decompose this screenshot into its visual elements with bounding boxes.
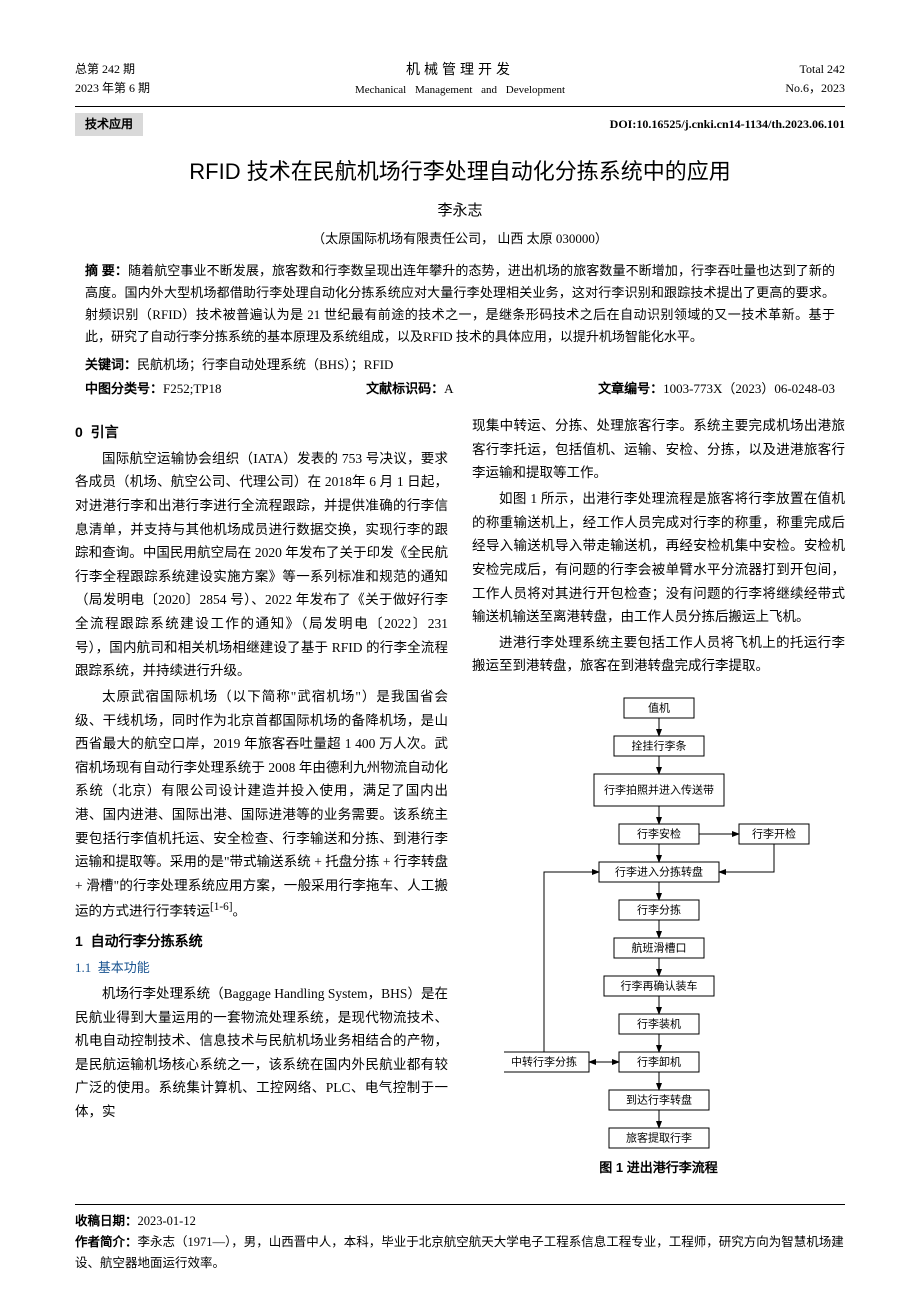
para-6: 进港行李处理系统主要包括工作人员将飞机上的托运行李搬运至到港转盘，旅客在到港转盘… (472, 631, 845, 678)
svg-text:行李进入分拣转盘: 行李进入分拣转盘 (615, 865, 703, 879)
svg-text:行李再确认装车: 行李再确认装车 (620, 979, 697, 993)
article-no-value: 1003-773X（2023）06-0248-03 (663, 381, 835, 396)
svg-text:行李拍照并进入传送带: 行李拍照并进入传送带 (604, 783, 714, 797)
abstract: 摘 要：随着航空事业不断发展，旅客数和行李数呈现出连年攀升的态势，进出机场的旅客… (85, 260, 835, 348)
issue-year: 2023 年第 6 期 (75, 79, 215, 98)
article-no-label: 文章编号： (598, 381, 663, 396)
svg-text:行李卸机: 行李卸机 (637, 1055, 681, 1069)
figure-1-flowchart: 值机拴挂行李条行李拍照并进入传送带行李安检 行李开检行李进入分拣转盘行李分拣航班滑… (504, 688, 814, 1180)
header-left: 总第 242 期 2023 年第 6 期 (75, 60, 215, 100)
issue-total: 总第 242 期 (75, 60, 215, 79)
category-label: 技术应用 (75, 113, 143, 136)
footer: 收稿日期：2023-01-12 作者简介：李永志（1971—），男，山西晋中人，… (75, 1204, 845, 1275)
para-3: 机场行李处理系统（Baggage Handling System，BHS）是在民… (75, 982, 448, 1124)
article-title: RFID 技术在民航机场行李处理自动化分拣系统中的应用 (75, 154, 845, 189)
section-1-num: 1 (75, 933, 83, 949)
total-en: Total 242 (705, 60, 845, 79)
author: 李永志 (75, 199, 845, 223)
figure-1-caption: 图 1 进出港行李流程 (504, 1157, 814, 1180)
section-1-1-title: 基本功能 (98, 960, 150, 975)
journal-name-cn: 机械管理开发 (215, 60, 705, 82)
received-label: 收稿日期： (75, 1214, 138, 1228)
clc-label: 中图分类号： (85, 381, 163, 396)
svg-text:航班滑槽口: 航班滑槽口 (631, 941, 686, 955)
para-4: 现集中转运、分拣、处理旅客行李。系统主要完成机场出港旅客行李托运，包括值机、运输… (472, 414, 845, 485)
body-columns: 0 引言 国际航空运输协会组织（IATA）发表的 753 号决议，要求各成员（机… (75, 414, 845, 1184)
author-bio: 作者简介：李永志（1971—），男，山西晋中人，本科，毕业于北京航空航天大学电子… (75, 1232, 845, 1275)
section-1-1-num: 1.1 (75, 960, 91, 975)
classifiers: 中图分类号：F252;TP18 文献标识码：A 文章编号：1003-773X（2… (85, 379, 835, 400)
svg-text:行李装机: 行李装机 (637, 1017, 681, 1031)
left-column: 0 引言 国际航空运输协会组织（IATA）发表的 753 号决议，要求各成员（机… (75, 414, 448, 1184)
abstract-text: 随着航空事业不断发展，旅客数和行李数呈现出连年攀升的态势，进出机场的旅客数量不断… (85, 263, 835, 344)
keywords: 关键词：民航机场；行李自动处理系统（BHS）；RFID (85, 355, 835, 376)
category-bar: 技术应用 DOI:10.16525/j.cnki.cn14-1134/th.20… (75, 113, 845, 136)
clc-value: F252;TP18 (163, 381, 222, 396)
affiliation: （太原国际机场有限责任公司， 山西 太原 030000） (75, 229, 845, 250)
para-1: 国际航空运输协会组织（IATA）发表的 753 号决议，要求各成员（机场、航空公… (75, 447, 448, 683)
article-no: 文章编号：1003-773X（2023）06-0248-03 (598, 379, 835, 400)
page-header: 总第 242 期 2023 年第 6 期 机械管理开发 Mechanical M… (75, 60, 845, 102)
journal-name-en: Mechanical Management and Development (215, 82, 705, 100)
section-1-1-heading: 1.1 基本功能 (75, 957, 448, 980)
header-rule (75, 106, 845, 107)
svg-text:旅客提取行李: 旅客提取行李 (626, 1131, 692, 1145)
right-column: 现集中转运、分拣、处理旅客行李。系统主要完成机场出港旅客行李托运，包括值机、运输… (472, 414, 845, 1184)
para-5: 如图 1 所示，出港行李处理流程是旅客将行李放置在值机的称重输送机上，经工作人员… (472, 487, 845, 629)
header-right: Total 242 No.6，2023 (705, 60, 845, 100)
section-0-heading: 0 引言 (75, 420, 448, 445)
svg-text:行李开检: 行李开检 (752, 827, 796, 841)
received-value: 2023-01-12 (138, 1214, 196, 1228)
para-2-ref: [1-6] (210, 901, 233, 913)
header-center: 机械管理开发 Mechanical Management and Develop… (215, 60, 705, 100)
section-1-title: 自动行李分拣系统 (91, 933, 203, 949)
para-2-text: 太原武宿国际机场（以下简称"武宿机场"）是我国省会级、干线机场，同时作为北京首都… (75, 689, 448, 918)
no-en: No.6，2023 (705, 79, 845, 98)
svg-text:行李分拣: 行李分拣 (637, 903, 681, 917)
para-2: 太原武宿国际机场（以下简称"武宿机场"）是我国省会级、干线机场，同时作为北京首都… (75, 685, 448, 923)
section-1-heading: 1 自动行李分拣系统 (75, 929, 448, 954)
author-bio-label: 作者简介： (75, 1235, 138, 1249)
svg-text:中转行李分拣: 中转行李分拣 (511, 1055, 577, 1069)
flowchart-svg: 值机拴挂行李条行李拍照并进入传送带行李安检 行李开检行李进入分拣转盘行李分拣航班滑… (504, 688, 814, 1153)
section-0-num: 0 (75, 424, 83, 440)
author-bio-text: 李永志（1971—），男，山西晋中人，本科，毕业于北京航空航天大学电子工程系信息… (75, 1235, 844, 1270)
keywords-text: 民航机场；行李自动处理系统（BHS）；RFID (137, 357, 393, 372)
clc: 中图分类号：F252;TP18 (85, 379, 222, 400)
svg-text:到达行李转盘: 到达行李转盘 (626, 1093, 692, 1107)
doc-code: 文献标识码：A (366, 379, 453, 400)
para-2-end: 。 (233, 903, 247, 918)
svg-text:行李安检: 行李安检 (637, 827, 681, 841)
received-date: 收稿日期：2023-01-12 (75, 1211, 845, 1232)
svg-text:值机: 值机 (648, 701, 670, 715)
section-0-title: 引言 (91, 424, 119, 440)
keywords-label: 关键词： (85, 357, 137, 372)
doc-code-value: A (444, 381, 453, 396)
abstract-label: 摘 要： (85, 263, 128, 278)
doi: DOI:10.16525/j.cnki.cn14-1134/th.2023.06… (610, 115, 845, 134)
doc-code-label: 文献标识码： (366, 381, 444, 396)
svg-text:拴挂行李条: 拴挂行李条 (631, 739, 686, 753)
